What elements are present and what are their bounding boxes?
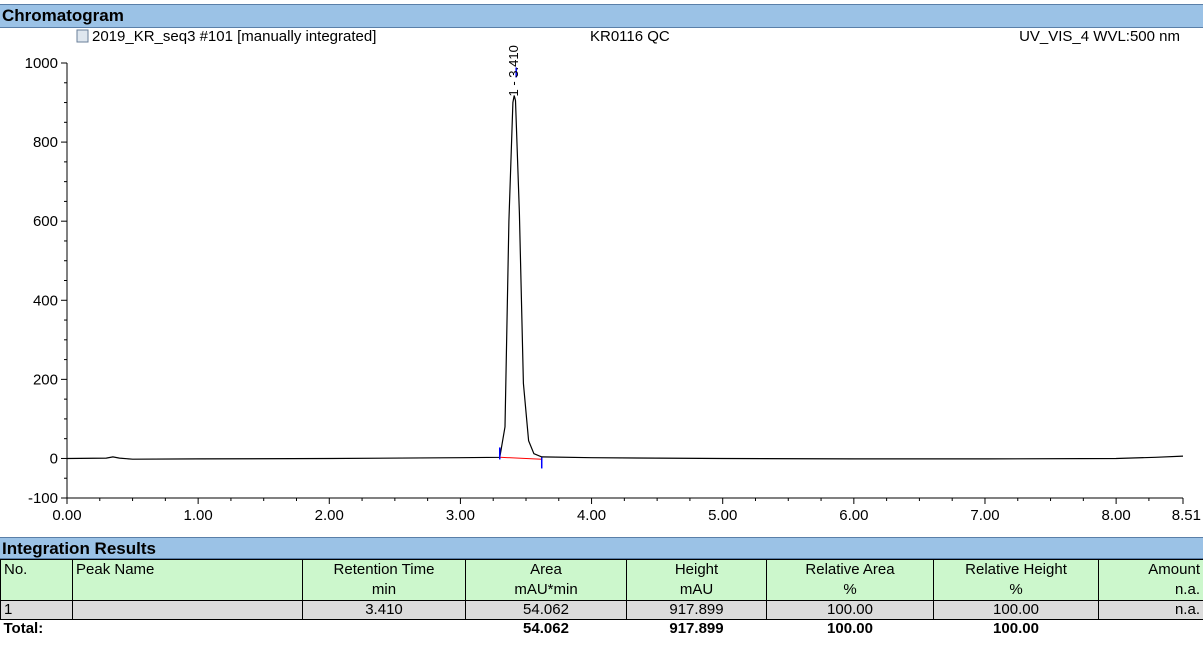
integration-results-header: Integration Results — [0, 537, 1203, 559]
peak-label: 1 - 3.410 — [506, 45, 521, 96]
x-tick-label: 6.00 — [839, 507, 868, 524]
file-icon — [76, 29, 89, 43]
col-area: Area mAU*min — [465, 559, 627, 601]
x-tick-label: 1.00 — [184, 507, 213, 524]
total-row: Total: 54.062 917.899 100.00 100.00 — [0, 619, 1203, 638]
total-height: 917.899 — [626, 619, 767, 638]
table-header-row: No. Peak Name Retention Time min Area mAU*… — [0, 559, 1203, 601]
total-retention-time — [302, 619, 466, 638]
channel-label: UV_VIS_4 WVL:500 nm — [1019, 28, 1180, 45]
cell-relative-area: 100.00 — [766, 600, 934, 620]
integration-baseline — [499, 456, 542, 460]
chromatogram-header: Chromatogram — [0, 4, 1203, 28]
x-tick-label: 8.00 — [1102, 507, 1131, 524]
total-relative-area: 100.00 — [766, 619, 934, 638]
cell-area: 54.062 — [465, 600, 627, 620]
x-tick-label: 5.00 — [708, 507, 737, 524]
cell-amount: n.a. — [1098, 600, 1203, 620]
sample-name: KR0116 QC — [590, 28, 670, 45]
x-tick-label: 4.00 — [577, 507, 606, 524]
y-tick-label: 200 — [33, 371, 58, 388]
col-no: No. — [0, 559, 73, 601]
cell-relative-height: 100.00 — [933, 600, 1099, 620]
total-label: Total: — [0, 619, 303, 638]
file-label: 2019_KR_seq3 #101 [manually integrated] — [92, 28, 376, 45]
total-area: 54.062 — [465, 619, 627, 638]
y-tick-label: 1000 — [25, 55, 58, 72]
chromatogram-trace — [66, 95, 1184, 460]
col-relative-area: Relative Area% — [766, 559, 934, 601]
total-amount — [1098, 619, 1203, 638]
integration-results-table: No. Peak Name Retention Time min Area mAU*… — [0, 559, 1203, 638]
y-tick-label: 0 — [50, 450, 58, 467]
table-row: 1 3.410 54.062 917.899 100.00 100.00 n.a… — [0, 600, 1203, 620]
col-retention-time: Retention Time min — [302, 559, 466, 601]
x-tick-label: 2.00 — [315, 507, 344, 524]
y-tick-label: 400 — [33, 292, 58, 309]
x-tick-label: 3.00 — [446, 507, 475, 524]
col-relative-height: Relative Height% — [933, 559, 1099, 601]
x-tick-label: 0.00 — [52, 507, 81, 524]
cell-retention-time: 3.410 — [302, 600, 466, 620]
x-tick-label: 8.51 — [1172, 507, 1201, 524]
cell-no: 1 — [0, 600, 73, 620]
cell-peak-name — [72, 600, 303, 620]
total-relative-height: 100.00 — [933, 619, 1099, 638]
x-tick-label: 7.00 — [970, 507, 999, 524]
y-tick-label: 600 — [33, 213, 58, 230]
col-height: Height mAU — [626, 559, 767, 601]
col-peak-name: Peak Name — [72, 559, 303, 601]
y-tick-label: -100 — [28, 490, 58, 507]
cell-height: 917.899 — [626, 600, 767, 620]
y-tick-label: 800 — [33, 134, 58, 151]
col-amount: Amount n.a. — [1098, 559, 1203, 601]
chromatogram-chart: 2019_KR_seq3 #101 [manually integrated] K… — [25, 28, 1201, 524]
